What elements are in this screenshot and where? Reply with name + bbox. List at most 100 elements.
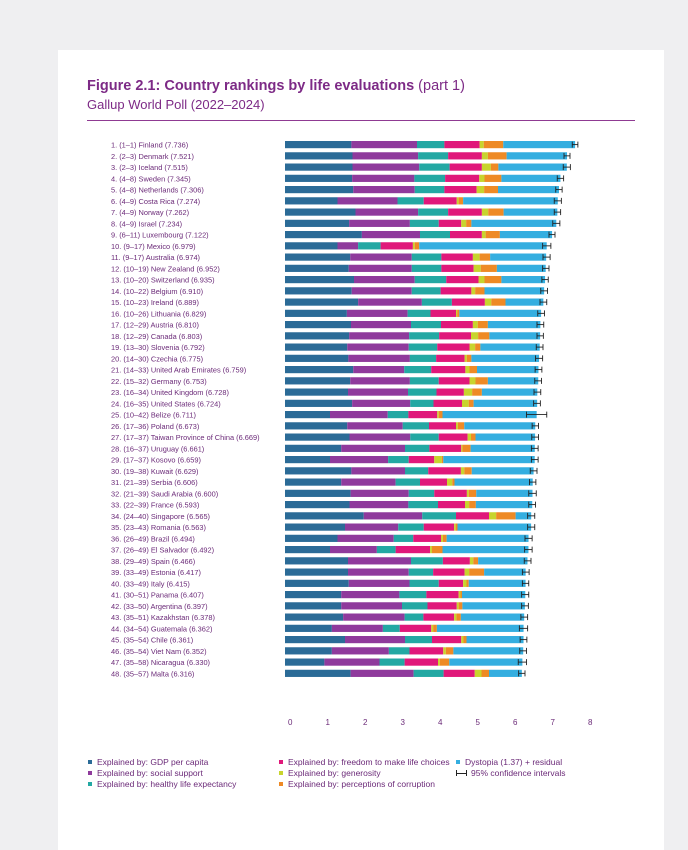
- row-label: 20. (14–30) Czechia (6.775): [111, 354, 203, 363]
- legend-gdp: Explained by: GDP per capita: [88, 757, 208, 767]
- bar-segment: [463, 636, 467, 644]
- bar-segment: [414, 276, 447, 284]
- bar-segment: [446, 534, 529, 542]
- bar-segment: [379, 658, 405, 666]
- legend-swatch: [279, 782, 283, 786]
- bar-segment: [438, 501, 465, 509]
- row-label: 42. (33–50) Argentina (6.397): [111, 602, 208, 611]
- row-label: 43. (35–51) Kazakhstan (6.378): [111, 613, 215, 622]
- legend-label: Explained by: GDP per capita: [97, 757, 209, 767]
- row-label: 24. (16–35) United States (6.724): [111, 399, 221, 408]
- bar-segment: [285, 208, 356, 216]
- row-label: 2. (2–3) Denmark (7.521): [111, 152, 194, 161]
- row-label: 32. (21–39) Saudi Arabia (6.600): [111, 489, 218, 498]
- bar-segment: [285, 253, 351, 261]
- bar-segment: [348, 388, 408, 396]
- bar-segment: [464, 568, 470, 576]
- bar-segment: [409, 377, 439, 385]
- legend-label: 95% confidence intervals: [471, 768, 566, 778]
- bar-segment: [399, 624, 432, 632]
- bar-segment: [487, 152, 507, 160]
- bar-segment: [388, 647, 410, 655]
- bar-segment: [490, 163, 499, 171]
- row-label: 33. (22–39) France (6.593): [111, 501, 199, 510]
- row-label: 23. (16–34) United Kingdom (6.728): [111, 388, 229, 397]
- bar-segment: [489, 332, 541, 340]
- bar-segment: [442, 411, 537, 419]
- row-label: 44. (34–54) Guatemala (6.362): [111, 624, 212, 633]
- bar-segment: [407, 309, 431, 317]
- bar-segment: [285, 231, 362, 239]
- bar-segment: [436, 624, 524, 632]
- bar-segment: [417, 141, 445, 149]
- bar-segment: [433, 624, 437, 632]
- bar-segment: [490, 253, 547, 261]
- bar-segment: [285, 534, 338, 542]
- bar-segment: [469, 377, 476, 385]
- bar-segment: [398, 523, 424, 531]
- bar-segment: [437, 343, 470, 351]
- bar-segment: [457, 422, 465, 430]
- bar-segment: [404, 366, 432, 374]
- bar-segment: [423, 523, 455, 531]
- bar-segment: [431, 624, 434, 632]
- bar-segment: [285, 399, 353, 407]
- row-label: 47. (35–58) Nicaragua (6.330): [111, 658, 210, 667]
- bar-segment: [475, 287, 485, 295]
- bar-segment: [501, 276, 546, 284]
- row-label: 19. (13–30) Slovenia (6.792): [111, 343, 205, 352]
- bar-segment: [459, 309, 542, 317]
- bar-segment: [491, 298, 506, 306]
- bar-segment: [501, 174, 561, 182]
- legend-label: Explained by: healthy life expectancy: [97, 779, 237, 789]
- bar-segment: [478, 332, 490, 340]
- bar-segment: [285, 444, 342, 452]
- bar-segment: [414, 186, 445, 194]
- bar-segment: [462, 591, 526, 599]
- legend-swatch: [88, 760, 92, 764]
- bar-segment: [430, 546, 432, 554]
- row-label: 9. (6–11) Luxembourg (7.122): [111, 231, 209, 240]
- legend-label: Dystopia (1.37) + residual: [465, 757, 563, 767]
- bar-segment: [409, 354, 437, 362]
- bar-segment: [481, 152, 488, 160]
- bar-segment: [454, 613, 457, 621]
- bar-segment: [408, 568, 434, 576]
- bar-segment: [404, 613, 424, 621]
- bar-segment: [285, 366, 354, 374]
- bar-segment: [404, 658, 438, 666]
- bar-segment: [285, 489, 351, 497]
- bar-segment: [441, 321, 473, 329]
- bar-segment: [475, 501, 533, 509]
- bar-segment: [355, 208, 419, 216]
- bar-segment: [285, 219, 350, 227]
- bar-segment: [457, 309, 460, 317]
- bar-segment: [285, 377, 351, 385]
- bar-segment: [388, 456, 409, 464]
- bar-segment: [408, 489, 435, 497]
- bar-segment: [466, 219, 472, 227]
- bar-segment: [462, 399, 469, 407]
- row-label: 3. (2–3) Iceland (7.515): [111, 163, 188, 172]
- row-label: 36. (26–49) Brazil (6.494): [111, 534, 195, 543]
- bar-segment: [458, 197, 464, 205]
- bar-segment: [503, 141, 576, 149]
- bar-segment: [409, 219, 439, 227]
- bar-segment: [475, 433, 536, 441]
- bar-segment: [472, 388, 482, 396]
- row-label: 39. (33–49) Estonia (6.417): [111, 568, 201, 577]
- row-label: 13. (10–20) Switzerland (6.935): [111, 276, 215, 285]
- bar-segment: [285, 591, 342, 599]
- bar-segment: [382, 624, 400, 632]
- bar-segment: [285, 636, 345, 644]
- bar-segment: [412, 242, 415, 250]
- bar-segment: [475, 377, 488, 385]
- bar-segment: [353, 366, 405, 374]
- row-label: 12. (10–19) New Zealand (6.952): [111, 264, 220, 273]
- legend-corruption: Explained by: perceptions of corruption: [279, 779, 435, 789]
- bar-segment: [285, 546, 330, 554]
- bar-segment: [410, 399, 434, 407]
- bar-segment: [405, 636, 432, 644]
- bar-segment: [468, 399, 474, 407]
- bar-segment: [350, 669, 414, 677]
